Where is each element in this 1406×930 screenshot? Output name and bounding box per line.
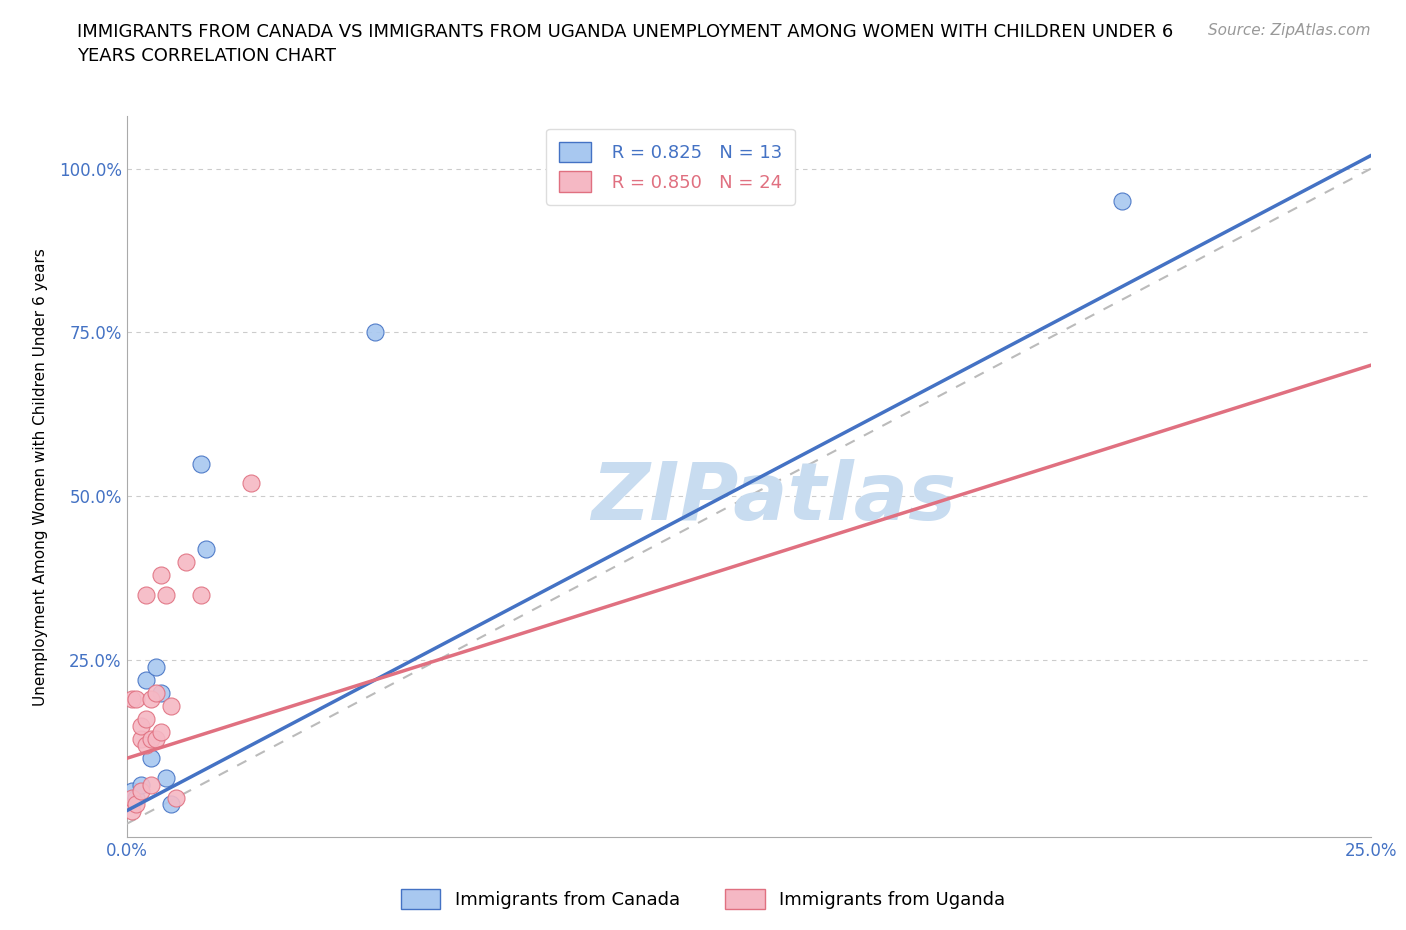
Point — [125, 790, 148, 805]
Point — [121, 784, 143, 799]
Point — [190, 456, 212, 471]
Y-axis label: Unemployment Among Women with Children Under 6 years: Unemployment Among Women with Children U… — [32, 247, 48, 706]
Point — [165, 790, 187, 805]
Legend: Immigrants from Canada, Immigrants from Uganda: Immigrants from Canada, Immigrants from … — [394, 882, 1012, 916]
Point — [131, 718, 153, 733]
Point — [160, 797, 183, 812]
Point — [141, 692, 163, 707]
Text: Source: ZipAtlas.com: Source: ZipAtlas.com — [1208, 23, 1371, 38]
Point — [145, 659, 167, 674]
Point — [141, 777, 163, 792]
Point — [131, 731, 153, 746]
Point — [125, 692, 148, 707]
Legend:  R = 0.825   N = 13,  R = 0.850   N = 24: R = 0.825 N = 13, R = 0.850 N = 24 — [546, 129, 794, 205]
Point — [131, 777, 153, 792]
Point — [155, 587, 177, 602]
Point — [364, 326, 387, 340]
Point — [141, 751, 163, 765]
Point — [190, 587, 212, 602]
Point — [1111, 194, 1133, 209]
Point — [135, 672, 157, 687]
Point — [160, 698, 183, 713]
Point — [150, 724, 173, 739]
Text: ZIPatlas: ZIPatlas — [591, 459, 956, 538]
Point — [135, 587, 157, 602]
Point — [141, 731, 163, 746]
Point — [125, 797, 148, 812]
Point — [195, 541, 218, 556]
Point — [131, 784, 153, 799]
Point — [145, 685, 167, 700]
Point — [121, 692, 143, 707]
Point — [155, 771, 177, 786]
Point — [239, 476, 263, 491]
Point — [145, 731, 167, 746]
Point — [121, 804, 143, 818]
Point — [150, 567, 173, 582]
Point — [121, 790, 143, 805]
Point — [174, 554, 197, 569]
Text: IMMIGRANTS FROM CANADA VS IMMIGRANTS FROM UGANDA UNEMPLOYMENT AMONG WOMEN WITH C: IMMIGRANTS FROM CANADA VS IMMIGRANTS FRO… — [77, 23, 1174, 65]
Point — [135, 711, 157, 726]
Point — [150, 685, 173, 700]
Point — [135, 737, 157, 752]
